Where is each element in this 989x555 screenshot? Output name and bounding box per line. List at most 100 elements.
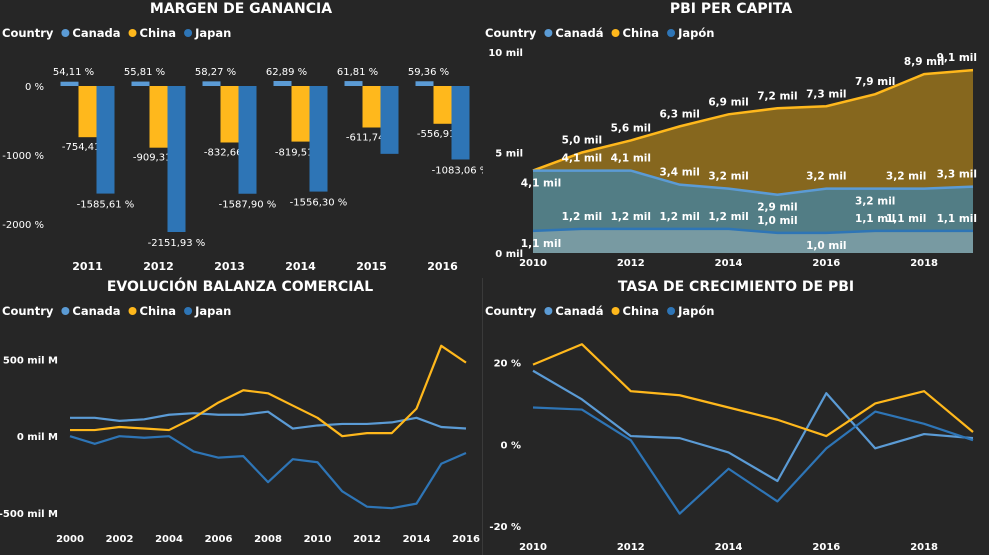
- data-label-china-2011: -754,41 %: [62, 142, 113, 153]
- chart-title: TASA DE CRECIMIENTO DE PBI: [618, 279, 854, 295]
- y-tick-label: 0 %: [501, 440, 521, 451]
- x-tick-label: 2012: [353, 534, 381, 545]
- x-tick-label: 2016: [812, 542, 840, 553]
- x-tick-label: 2018: [910, 542, 938, 553]
- chart-tasa-de-crecimiento-pbi: TASA DE CRECIMIENTO DE PBI Country Canadá C…: [485, 279, 974, 553]
- data-label-japon-2015: 1,0 mil: [757, 215, 797, 227]
- data-label-china-2016: -556,91 %: [417, 129, 468, 140]
- data-label-china-2014: 6,9 mil: [708, 96, 748, 108]
- data-label-canada-2016: 59,36 %: [408, 67, 449, 78]
- y-tick-label: 0 %: [25, 82, 44, 93]
- data-label-china-2012: 5,6 mil: [611, 122, 651, 134]
- data-label-canada-2016: 3,2 mil: [806, 171, 846, 183]
- legend-title: Country: [2, 304, 54, 318]
- bar-china-2015: [362, 86, 381, 128]
- data-label-japon-2011: 1,2 mil: [562, 211, 602, 223]
- bar-japan-2011: [96, 86, 115, 194]
- bar-china-2016: [433, 86, 452, 124]
- data-label-japan-2013: -1587,90 %: [219, 200, 277, 211]
- legend-marker-china: [611, 307, 620, 315]
- bar-canada-2016: [415, 81, 434, 86]
- y-tick-label: 20 %: [494, 359, 521, 370]
- bar-canada-2011: [60, 81, 79, 86]
- legend-marker-japan: [184, 29, 193, 37]
- line-china: [70, 344, 467, 438]
- y-tick-label: 500 mil M: [3, 356, 58, 367]
- data-label-japon-2018: 1,1 mil: [886, 213, 926, 225]
- data-label-japon-2019: 1,1 mil: [937, 213, 977, 225]
- chart-margen-de-ganancia: MARGEN DE GANANCIA Country Canada China Japa…: [2, 1, 483, 273]
- x-tick-label: 2010: [304, 534, 332, 545]
- x-tick-label: 2015: [356, 260, 387, 273]
- bar-japan-2015: [380, 86, 399, 154]
- data-label-canada-2017: 3,2 mil: [855, 196, 895, 208]
- data-label-canada-2012: 55,81 %: [124, 67, 165, 78]
- legend-item-china: China: [140, 26, 177, 40]
- data-label-china-2018: 8,9 mil: [904, 56, 944, 68]
- x-tick-label: 2002: [106, 534, 134, 545]
- data-label-canada-2011: 54,11 %: [53, 67, 94, 78]
- data-label-canada-2011: 4,1 mil: [562, 153, 602, 165]
- chart-pbi-per-capita: PBI PER CAPITA Country Canadá China Japón 0 m…: [485, 1, 977, 269]
- x-tick-label: 2012: [617, 542, 645, 553]
- bar-japan-2013: [238, 86, 257, 194]
- bar-canada-2012: [131, 81, 150, 86]
- legend-marker-japon: [667, 29, 676, 37]
- legend-marker-china: [611, 29, 620, 37]
- legend-marker-china: [128, 29, 137, 37]
- data-label-canada-2012: 4,1 mil: [611, 153, 651, 165]
- line-japon: [532, 406, 974, 515]
- data-label-japan-2016: -1083,06 %: [432, 165, 483, 176]
- legend-marker-canada: [544, 307, 553, 315]
- y-tick-label: -2000 %: [2, 220, 44, 231]
- x-tick-label: 2000: [56, 534, 84, 545]
- data-label-japon-2017: 1,1 mil: [855, 213, 895, 225]
- chart-title: EVOLUCIÓN BALANZA COMERCIAL: [107, 277, 373, 295]
- y-tick-label: -20 %: [489, 522, 521, 533]
- line-china: [532, 343, 974, 438]
- data-label-canada-2014: 3,2 mil: [708, 171, 748, 183]
- y-tick-label: 0 mil M: [17, 432, 58, 443]
- legend-item-canada: Canada: [72, 304, 120, 318]
- data-label-china-2013: 6,3 mil: [659, 108, 699, 120]
- data-label-canada-2015: 2,9 mil: [757, 202, 797, 214]
- data-label-japan-2012: -2151,93 %: [148, 238, 206, 249]
- line-japan: [69, 435, 467, 510]
- x-tick-label: 2016: [427, 260, 458, 273]
- y-tick-label: 10 mil: [488, 48, 523, 59]
- legend-item-china: China: [623, 304, 660, 318]
- legend-title: Country: [2, 26, 54, 40]
- data-label-japon-2014: 1,2 mil: [708, 211, 748, 223]
- legend-title: Country: [485, 26, 537, 40]
- legend-marker-canada: [544, 29, 553, 37]
- legend-item-japon: Japón: [677, 26, 714, 40]
- data-label-china-2012: -909,31 %: [133, 153, 184, 164]
- data-label-china-2017: 7,9 mil: [855, 76, 895, 88]
- chart-evolucion-balanza-comercial: EVOLUCIÓN BALANZA COMERCIAL Country Canada…: [0, 277, 480, 545]
- data-label-china-2016: 7,3 mil: [806, 88, 846, 100]
- y-tick-label: -500 mil M: [0, 509, 58, 520]
- legend-item-canada: Canada: [72, 26, 120, 40]
- data-label-canada-2019: 3,3 mil: [937, 169, 977, 181]
- legend-item-japan: Japan: [194, 26, 231, 40]
- data-label-japan-2011: -1585,61 %: [77, 200, 135, 211]
- x-tick-label: 2012: [143, 260, 174, 273]
- legend-title: Country: [485, 304, 537, 318]
- x-tick-label: 2010: [519, 258, 547, 269]
- chart-title: PBI PER CAPITA: [670, 1, 793, 17]
- x-tick-label: 2014: [403, 534, 431, 545]
- x-tick-label: 2014: [285, 260, 316, 273]
- chart-title: MARGEN DE GANANCIA: [150, 1, 332, 17]
- bar-japan-2012: [167, 86, 186, 232]
- data-label-japon-2012: 1,2 mil: [611, 211, 651, 223]
- area-japon: [533, 228, 973, 253]
- data-label-china-2014: -819,51 %: [275, 148, 326, 159]
- x-tick-label: 2016: [812, 258, 840, 269]
- data-label-china-2011: 5,0 mil: [562, 135, 602, 147]
- bar-canada-2013: [202, 81, 221, 86]
- bar-china-2013: [220, 86, 239, 143]
- x-tick-label: 2004: [155, 534, 183, 545]
- x-tick-label: 2016: [452, 534, 480, 545]
- line-japon: [532, 227, 973, 235]
